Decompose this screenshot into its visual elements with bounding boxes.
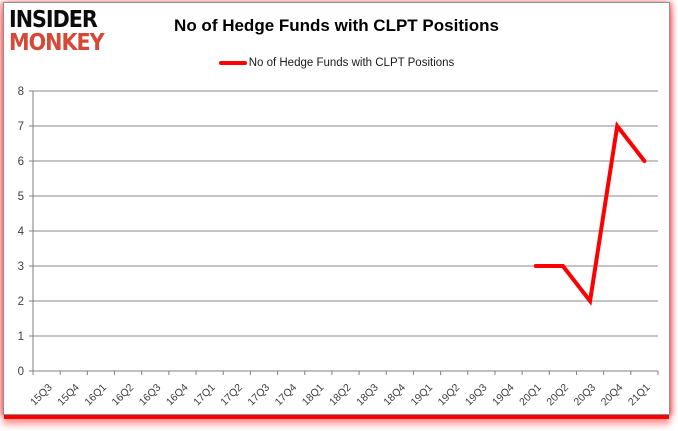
x-tick-label: 18Q4 [381,382,408,409]
y-tick-label: 4 [18,226,25,238]
x-tick-label: 15Q3 [28,382,55,409]
x-tick-label: 19Q3 [463,382,490,409]
legend-label: No of Hedge Funds with CLPT Positions [248,57,455,69]
x-tick-label: 16Q4 [164,382,191,409]
y-tick-label: 0 [18,366,24,378]
y-tick-label: 7 [18,121,24,133]
x-tick-label: 20Q3 [572,382,599,409]
x-tick-label: 16Q3 [137,382,164,409]
y-tick-label: 6 [18,156,24,168]
insider-monkey-logo: INSIDER MONKEY [9,9,139,55]
x-tick-label: 17Q2 [218,382,245,409]
x-tick-label: 19Q2 [436,382,463,409]
x-tick-label: 20Q1 [517,382,544,409]
x-tick-label: 17Q3 [245,382,272,409]
x-tick-label: 16Q2 [110,382,137,409]
x-tick-label: 18Q2 [327,382,354,409]
logo-text-monkey: MONKEY [9,30,105,56]
legend-line-swatch [218,61,247,65]
y-tick-label: 5 [18,191,24,203]
x-tick-label: 20Q2 [544,382,571,409]
x-tick-label: 17Q1 [191,382,218,409]
x-tick-label: 16Q1 [82,382,109,409]
x-tick-label: 15Q4 [55,382,82,409]
x-tick-label: 18Q3 [354,382,381,409]
legend: No of Hedge Funds with CLPT Positions [4,57,669,69]
x-tick-label: 19Q1 [408,382,435,409]
y-tick-label: 8 [18,86,24,98]
series-line [533,121,647,306]
y-tick-label: 2 [18,296,24,308]
y-tick-label: 1 [18,331,24,343]
y-tick-label: 3 [18,261,24,273]
chart-title: No of Hedge Funds with CLPT Positions [174,16,499,35]
logo-text-insider: INSIDER [9,7,98,33]
x-tick-label: 21Q1 [626,382,653,409]
x-tick-label: 17Q4 [273,382,300,409]
x-tick-label: 19Q4 [490,382,517,409]
x-tick-label: 20Q4 [599,382,626,409]
x-tick-label: 18Q1 [300,382,327,409]
chart-window: INSIDER MONKEY No of Hedge Funds with CL… [3,2,670,415]
